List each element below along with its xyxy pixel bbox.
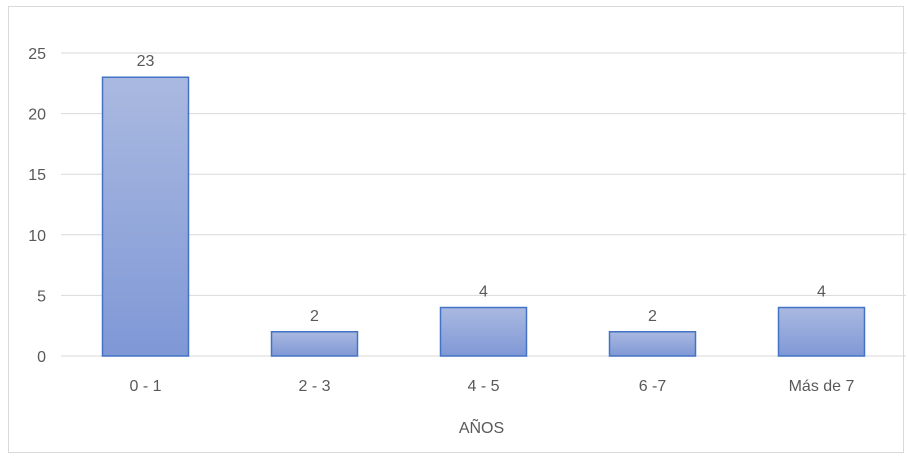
y-axis-tick-labels: 0 5 10 15 20 25 bbox=[28, 46, 46, 366]
x-tick-label: 2 - 3 bbox=[298, 378, 330, 395]
y-tick-label: 10 bbox=[28, 228, 46, 245]
x-axis-tick-labels: 0 - 1 2 - 3 4 - 5 6 -7 Más de 7 bbox=[129, 378, 854, 395]
data-label: 4 bbox=[817, 284, 826, 301]
x-tick-label: Más de 7 bbox=[789, 378, 855, 395]
y-tick-label: 25 bbox=[28, 46, 46, 63]
bar bbox=[101, 76, 190, 357]
bar bbox=[777, 306, 866, 357]
data-label: 4 bbox=[479, 284, 488, 301]
x-tick-label: 4 - 5 bbox=[467, 378, 499, 395]
y-tick-label: 20 bbox=[28, 107, 46, 124]
bar bbox=[439, 306, 528, 357]
x-tick-label: 6 -7 bbox=[639, 378, 667, 395]
y-tick-label: 15 bbox=[28, 167, 46, 184]
bars bbox=[101, 76, 866, 357]
bar bbox=[608, 331, 697, 357]
data-labels: 23 2 4 2 4 bbox=[137, 53, 826, 325]
bar bbox=[270, 331, 359, 357]
x-axis-title: AÑOS bbox=[459, 417, 504, 437]
x-tick-label: 0 - 1 bbox=[129, 378, 161, 395]
y-tick-label: 5 bbox=[37, 288, 46, 305]
gridlines bbox=[61, 52, 906, 357]
data-label: 23 bbox=[137, 53, 155, 70]
y-tick-label: 0 bbox=[37, 349, 46, 366]
data-label: 2 bbox=[648, 308, 657, 325]
data-label: 2 bbox=[310, 308, 319, 325]
